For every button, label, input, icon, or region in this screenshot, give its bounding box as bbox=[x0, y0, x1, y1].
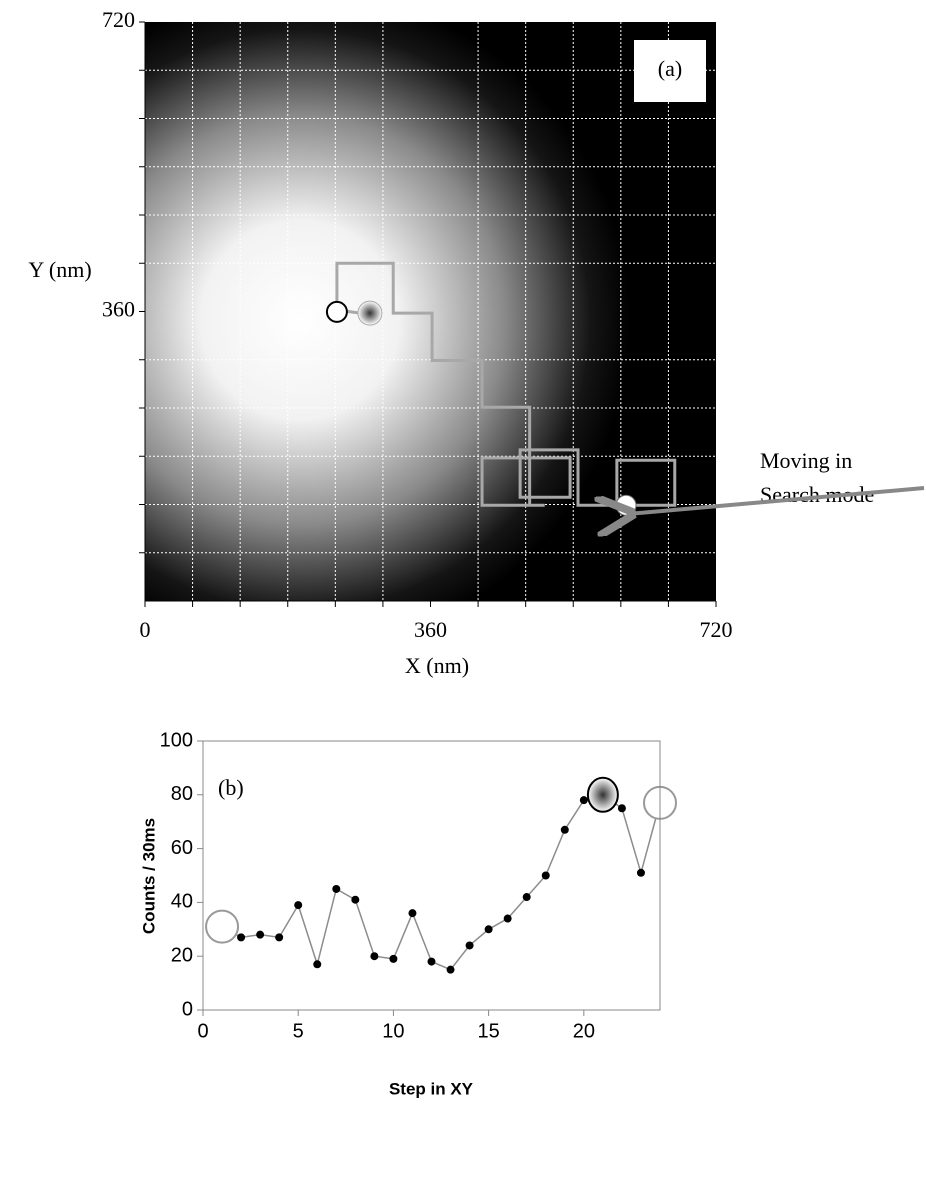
data-point bbox=[579, 796, 588, 805]
data-point bbox=[484, 925, 493, 934]
x-tick-label: 15 bbox=[478, 1020, 500, 1042]
y-tick-label: 40 bbox=[171, 891, 193, 913]
y-tick-label: 100 bbox=[160, 729, 193, 751]
y-tick-label: 360 bbox=[102, 297, 135, 322]
data-point bbox=[332, 884, 341, 893]
data-point bbox=[522, 893, 531, 902]
panel-label: (b) bbox=[218, 775, 244, 800]
data-point bbox=[541, 871, 550, 880]
y-axis-title: Counts / 30ms bbox=[139, 818, 158, 934]
data-point bbox=[560, 825, 569, 834]
data-point bbox=[503, 914, 512, 923]
x-tick-label: 720 bbox=[700, 617, 733, 642]
x-tick-label: 0 bbox=[140, 617, 151, 642]
y-tick-label: 80 bbox=[171, 783, 193, 805]
data-point bbox=[389, 954, 398, 963]
data-point bbox=[237, 933, 246, 942]
peak-marker bbox=[586, 776, 619, 813]
data-point bbox=[617, 804, 626, 813]
annotation: Moving in bbox=[760, 448, 852, 473]
chart-a: 0 360 720 360 720 bbox=[102, 7, 733, 642]
icon-marker bbox=[205, 909, 240, 944]
data-point bbox=[313, 960, 322, 969]
x-tick-label: 10 bbox=[382, 1020, 404, 1042]
data-point bbox=[294, 901, 303, 910]
x-tick-label: 5 bbox=[293, 1020, 304, 1042]
data-point bbox=[427, 957, 436, 966]
data-point bbox=[465, 941, 474, 950]
origin-marker bbox=[325, 300, 348, 323]
label-box bbox=[634, 40, 706, 102]
data-point bbox=[408, 909, 417, 918]
x-axis-title: X (nm) bbox=[405, 653, 469, 678]
data-point bbox=[256, 930, 265, 939]
plot-frame bbox=[202, 740, 661, 1011]
data-point bbox=[351, 895, 360, 904]
x-tick-label: 360 bbox=[414, 617, 447, 642]
chart-b: 0 5 10 15 20 0 20 40 60 80 100 bbox=[160, 729, 677, 1042]
x-axis-title: Step in XY bbox=[389, 1079, 474, 1098]
data-point bbox=[370, 952, 379, 961]
series-line bbox=[221, 793, 661, 971]
y-tick-label: 20 bbox=[171, 944, 193, 966]
annotation-arrow bbox=[628, 486, 925, 514]
x-tick-label: 20 bbox=[573, 1020, 595, 1042]
data-point bbox=[446, 965, 455, 974]
y-tick-label: 720 bbox=[102, 7, 135, 32]
panel-label: (a) bbox=[658, 56, 682, 81]
y-tick-label: 0 bbox=[182, 998, 193, 1020]
y-tick-label: 60 bbox=[171, 837, 193, 859]
data-point bbox=[275, 933, 284, 942]
data-point bbox=[636, 868, 645, 877]
end-marker bbox=[357, 300, 383, 326]
x-tick-label: 0 bbox=[197, 1020, 208, 1042]
y-axis-title: Y (nm) bbox=[28, 257, 91, 282]
